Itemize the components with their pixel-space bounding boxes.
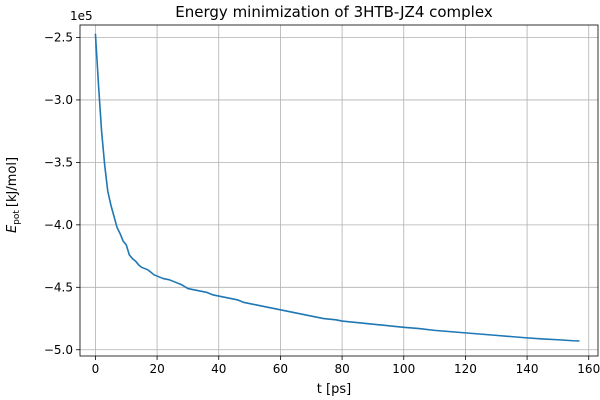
y-tick-label: −2.5 [44, 30, 73, 44]
y-tick-label: −3.5 [44, 155, 73, 169]
y-axis-label-symbol: E [5, 224, 20, 233]
ticks: 0 20 40 60 80 100 120 140 160 −5.0 −4.5 −4.0 −3.5 −3.… [44, 30, 600, 376]
series-line [94, 33, 580, 342]
x-tick-label: 140 [516, 362, 539, 376]
y-tick-label: −4.0 [44, 218, 73, 232]
plot-frame [79, 24, 599, 357]
axes-frame [79, 24, 599, 357]
x-tick-label: 0 [92, 362, 100, 376]
x-tick-label: 80 [334, 362, 349, 376]
x-tick-label: 120 [454, 362, 477, 376]
x-tick-label: 40 [211, 362, 226, 376]
y-tick-label: −3.0 [44, 93, 73, 107]
x-tick-label: 160 [577, 362, 600, 376]
y-axis-label: Epot [kJ/mol] [5, 157, 22, 233]
x-tick-label: 100 [392, 362, 415, 376]
x-axis-label: t [ps] [317, 382, 351, 397]
y-axis-label-subscript: pot [12, 210, 22, 225]
series-layer [94, 33, 580, 342]
x-tick-label: 20 [149, 362, 164, 376]
y-offset-text: 1e5 [70, 9, 93, 23]
y-tick-label: −4.5 [44, 280, 73, 294]
x-tick-label: 60 [273, 362, 288, 376]
chart-title: Energy minimization of 3HTB-JZ4 complex [175, 3, 493, 21]
y-tick-label: −5.0 [44, 343, 73, 357]
grid [80, 25, 598, 356]
y-axis-label-unit: [kJ/mol] [5, 157, 20, 207]
